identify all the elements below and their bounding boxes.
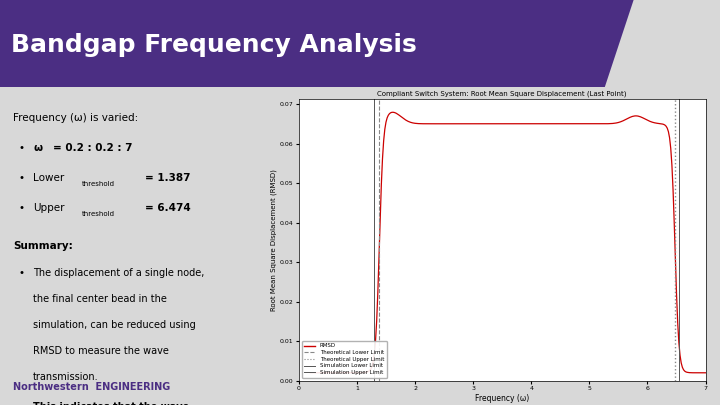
Text: = 1.387: = 1.387 [145, 173, 190, 183]
Text: threshold: threshold [82, 211, 115, 217]
Text: = 6.474: = 6.474 [145, 203, 191, 213]
Text: ω: ω [33, 143, 42, 153]
Text: •: • [19, 402, 24, 405]
RMSD [701, 370, 710, 375]
Text: The displacement of a single node,: The displacement of a single node, [33, 268, 204, 278]
Text: Lower: Lower [33, 173, 64, 183]
Y-axis label: Root Mean Square Displacement (RMSD): Root Mean Square Displacement (RMSD) [270, 169, 276, 311]
X-axis label: Frequency (ω): Frequency (ω) [475, 394, 529, 403]
Text: transmission.: transmission. [33, 372, 99, 382]
RMSD [389, 110, 397, 115]
Text: Upper: Upper [33, 203, 65, 213]
RMSD [646, 119, 654, 124]
Text: threshold: threshold [82, 181, 115, 187]
Text: Bandgap Frequency Analysis: Bandgap Frequency Analysis [11, 33, 417, 57]
Line: RMSD: RMSD [310, 112, 706, 373]
Text: Frequency (ω) is varied:: Frequency (ω) is varied: [13, 113, 138, 122]
Text: Northwestern  ENGINEERING: Northwestern ENGINEERING [13, 382, 170, 392]
Text: = 0.2 : 0.2 : 7: = 0.2 : 0.2 : 7 [53, 143, 132, 153]
Text: RMSD to measure the wave: RMSD to measure the wave [33, 346, 169, 356]
RMSD [306, 370, 315, 375]
Polygon shape [0, 0, 634, 87]
Text: •: • [19, 268, 24, 278]
RMSD [397, 114, 405, 119]
RMSD [654, 121, 663, 126]
Legend: RMSD, Theoretical Lower Limit, Theoretical Upper Limit, Simulation Lower Limit, : RMSD, Theoretical Lower Limit, Theoretic… [302, 341, 387, 378]
Text: •: • [19, 143, 24, 153]
Title: Compliant Switch System: Root Mean Square Displacement (Last Point): Compliant Switch System: Root Mean Squar… [377, 90, 627, 96]
RMSD [328, 370, 337, 375]
Text: •: • [19, 203, 24, 213]
Text: This indicates that the wave: This indicates that the wave [33, 402, 189, 405]
Text: Summary:: Summary: [13, 241, 73, 251]
Text: simulation, can be reduced using: simulation, can be reduced using [33, 320, 196, 330]
Text: the final center bead in the: the final center bead in the [33, 294, 167, 304]
RMSD [485, 122, 494, 126]
Text: •: • [19, 173, 24, 183]
RMSD [342, 370, 351, 375]
